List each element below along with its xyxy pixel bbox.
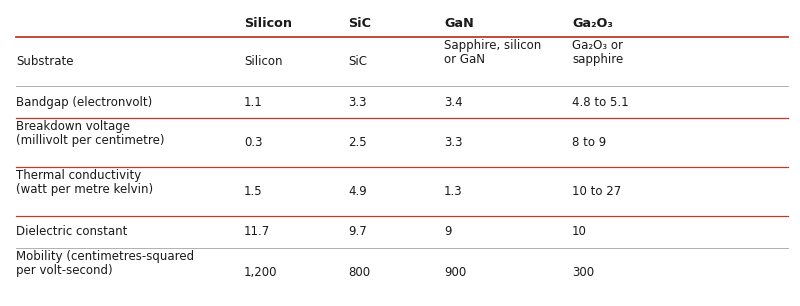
Text: 11.7: 11.7: [244, 226, 270, 238]
Text: sapphire: sapphire: [572, 53, 623, 66]
Text: 10: 10: [572, 226, 587, 238]
Text: Silicon: Silicon: [244, 55, 282, 68]
Text: (millivolt per centimetre): (millivolt per centimetre): [16, 134, 165, 147]
Text: 0.3: 0.3: [244, 136, 262, 149]
Text: 2.5: 2.5: [348, 136, 366, 149]
Text: Silicon: Silicon: [244, 17, 292, 30]
Text: (watt per metre kelvin): (watt per metre kelvin): [16, 183, 153, 196]
Text: SiC: SiC: [348, 17, 371, 30]
Text: 900: 900: [444, 266, 466, 279]
Text: 9: 9: [444, 226, 451, 238]
Text: Bandgap (electronvolt): Bandgap (electronvolt): [16, 95, 152, 109]
Text: 1.3: 1.3: [444, 185, 462, 198]
Text: 4.9: 4.9: [348, 185, 366, 198]
Text: Mobility (centimetres-squared: Mobility (centimetres-squared: [16, 250, 194, 263]
Text: 3.3: 3.3: [348, 95, 366, 109]
Text: 8 to 9: 8 to 9: [572, 136, 606, 149]
Text: 10 to 27: 10 to 27: [572, 185, 622, 198]
Text: per volt-second): per volt-second): [16, 264, 113, 277]
Text: 4.8 to 5.1: 4.8 to 5.1: [572, 95, 629, 109]
Text: GaN: GaN: [444, 17, 474, 30]
Text: Ga₂O₃: Ga₂O₃: [572, 17, 613, 30]
Text: 300: 300: [572, 266, 594, 279]
Text: 1,200: 1,200: [244, 266, 278, 279]
Text: 1.5: 1.5: [244, 185, 262, 198]
Text: or GaN: or GaN: [444, 53, 485, 66]
Text: 1.1: 1.1: [244, 95, 262, 109]
Text: Sapphire, silicon: Sapphire, silicon: [444, 39, 542, 52]
Text: 3.4: 3.4: [444, 95, 462, 109]
Text: SiC: SiC: [348, 55, 367, 68]
Text: Substrate: Substrate: [16, 55, 74, 68]
Text: Thermal conductivity: Thermal conductivity: [16, 169, 142, 182]
Text: 9.7: 9.7: [348, 226, 366, 238]
Text: Dielectric constant: Dielectric constant: [16, 226, 127, 238]
Text: 800: 800: [348, 266, 370, 279]
Text: 3.3: 3.3: [444, 136, 462, 149]
Text: Breakdown voltage: Breakdown voltage: [16, 120, 130, 133]
Text: Ga₂O₃ or: Ga₂O₃ or: [572, 39, 623, 52]
